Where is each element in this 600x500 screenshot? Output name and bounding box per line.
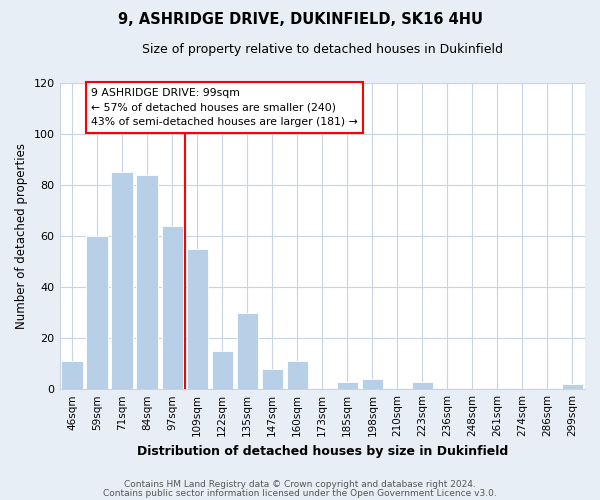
Bar xyxy=(187,249,208,389)
Bar xyxy=(337,382,358,389)
Bar xyxy=(562,384,583,389)
Bar xyxy=(61,361,83,389)
Bar xyxy=(362,379,383,389)
Bar xyxy=(262,369,283,389)
Title: Size of property relative to detached houses in Dukinfield: Size of property relative to detached ho… xyxy=(142,42,503,56)
Y-axis label: Number of detached properties: Number of detached properties xyxy=(15,143,28,329)
Text: Contains HM Land Registry data © Crown copyright and database right 2024.: Contains HM Land Registry data © Crown c… xyxy=(124,480,476,489)
Bar xyxy=(412,382,433,389)
Bar xyxy=(161,226,183,389)
Bar xyxy=(212,351,233,389)
Bar xyxy=(86,236,108,389)
Bar xyxy=(136,175,158,389)
Bar xyxy=(236,312,258,389)
Text: 9 ASHRIDGE DRIVE: 99sqm
← 57% of detached houses are smaller (240)
43% of semi-d: 9 ASHRIDGE DRIVE: 99sqm ← 57% of detache… xyxy=(91,88,358,127)
Text: Contains public sector information licensed under the Open Government Licence v3: Contains public sector information licen… xyxy=(103,488,497,498)
Bar xyxy=(287,361,308,389)
Text: 9, ASHRIDGE DRIVE, DUKINFIELD, SK16 4HU: 9, ASHRIDGE DRIVE, DUKINFIELD, SK16 4HU xyxy=(118,12,482,28)
Bar xyxy=(112,172,133,389)
X-axis label: Distribution of detached houses by size in Dukinfield: Distribution of detached houses by size … xyxy=(137,444,508,458)
